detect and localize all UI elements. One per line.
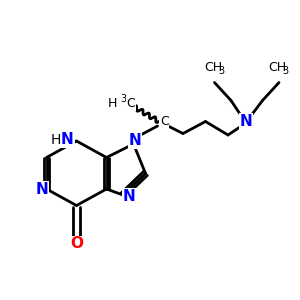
Text: 3: 3: [283, 66, 289, 76]
Text: H: H: [50, 133, 61, 146]
Text: N: N: [129, 133, 141, 148]
Text: O: O: [70, 236, 83, 251]
Text: N: N: [240, 114, 252, 129]
Text: 3: 3: [218, 66, 224, 76]
Text: CH: CH: [268, 61, 286, 74]
Text: C: C: [126, 97, 135, 110]
Text: C: C: [160, 115, 169, 128]
Text: N: N: [61, 132, 74, 147]
Text: CH: CH: [204, 61, 222, 74]
Text: H: H: [108, 97, 117, 110]
Text: N: N: [123, 189, 135, 204]
Text: 3: 3: [120, 94, 126, 103]
Text: N: N: [36, 182, 48, 196]
